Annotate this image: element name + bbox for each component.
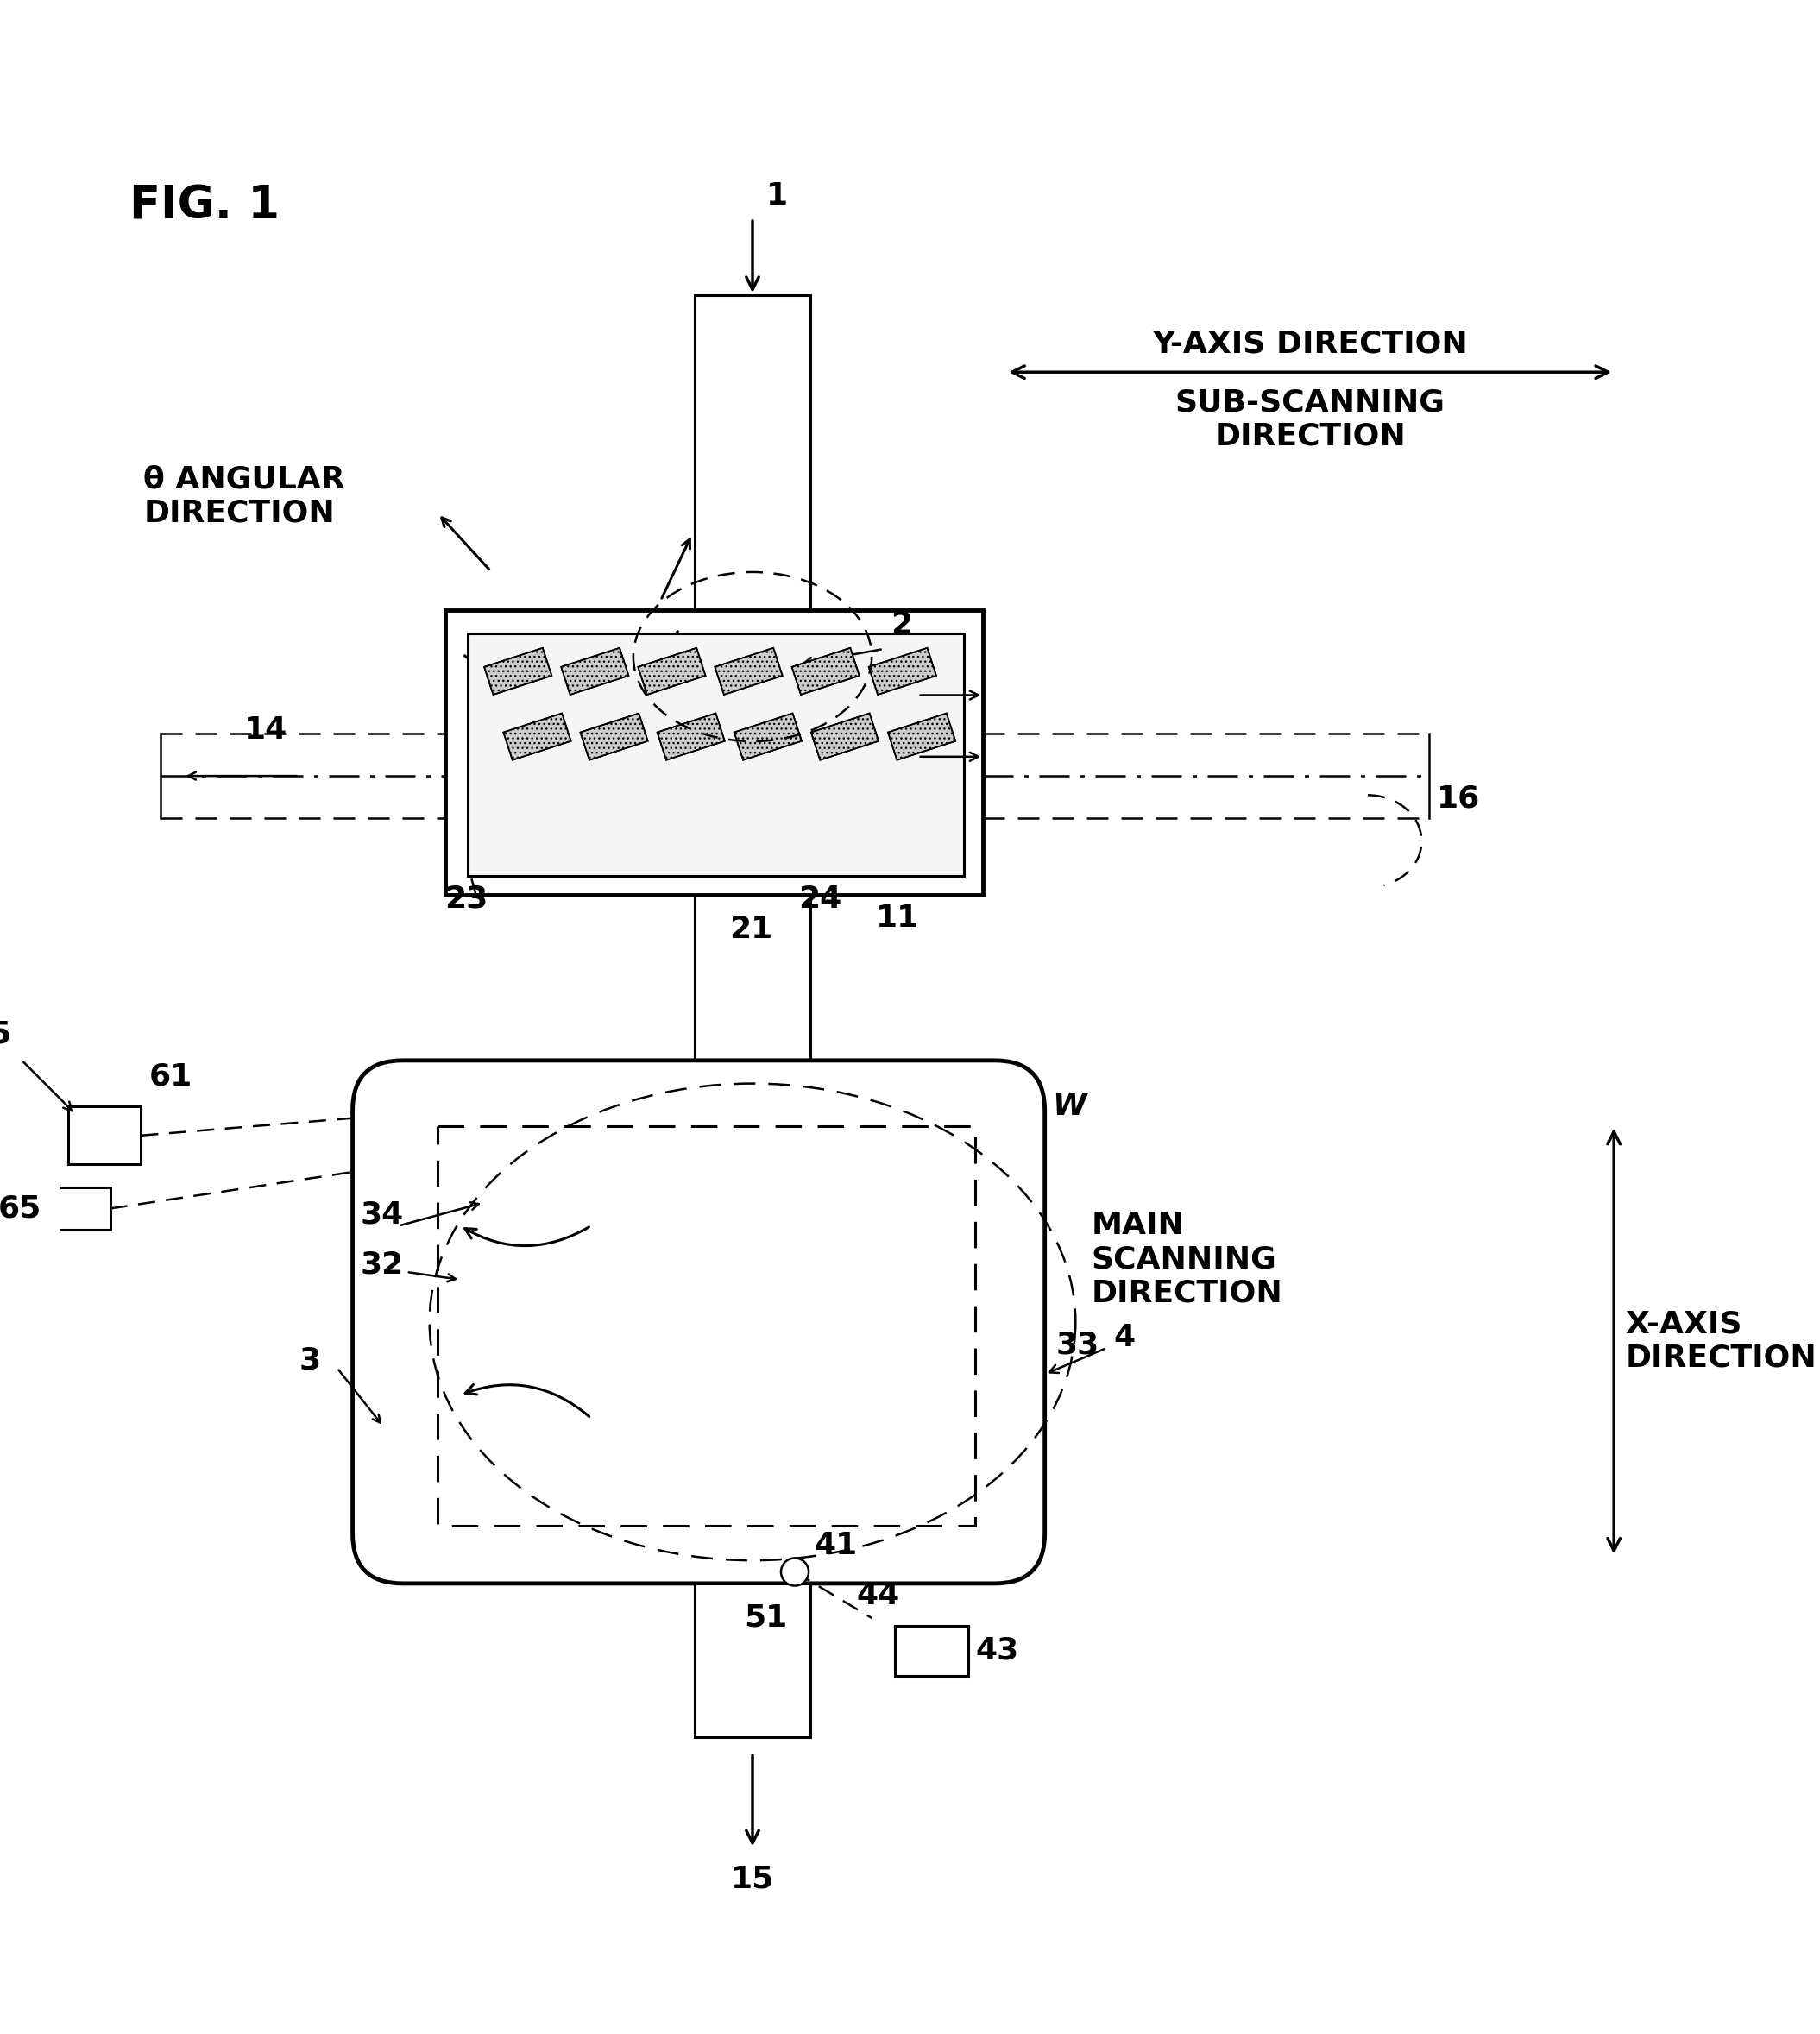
Text: θ ANGULAR
DIRECTION: θ ANGULAR DIRECTION xyxy=(144,464,346,527)
Text: 61: 61 xyxy=(149,1062,193,1090)
Text: 15: 15 xyxy=(732,1863,774,1894)
Bar xyxy=(812,714,879,761)
Bar xyxy=(468,635,965,877)
Text: 44: 44 xyxy=(857,1580,899,1611)
Text: 13: 13 xyxy=(921,659,965,687)
Text: 14: 14 xyxy=(244,716,288,744)
Bar xyxy=(437,1127,976,1526)
Text: MAIN
SCANNING
DIRECTION: MAIN SCANNING DIRECTION xyxy=(1090,1210,1283,1308)
Bar xyxy=(639,649,706,696)
Bar xyxy=(733,714,801,761)
Bar xyxy=(444,610,983,895)
Circle shape xyxy=(781,1558,808,1587)
Bar xyxy=(792,649,859,696)
Text: 51: 51 xyxy=(744,1603,786,1631)
Text: SUB-SCANNING
DIRECTION: SUB-SCANNING DIRECTION xyxy=(1176,388,1445,452)
Bar xyxy=(581,714,648,761)
Text: 33: 33 xyxy=(1056,1330,1099,1359)
Text: 41: 41 xyxy=(814,1532,857,1560)
Bar xyxy=(868,649,935,696)
Bar xyxy=(715,649,783,696)
Bar xyxy=(484,649,551,696)
Bar xyxy=(504,714,571,761)
Bar xyxy=(504,714,571,761)
Bar xyxy=(581,714,648,761)
FancyBboxPatch shape xyxy=(353,1060,1045,1582)
Bar xyxy=(715,649,783,696)
Bar xyxy=(484,649,551,696)
Text: 24: 24 xyxy=(799,885,843,913)
Text: 21: 21 xyxy=(730,915,774,944)
Text: 2: 2 xyxy=(892,610,912,641)
Text: Y-AXIS DIRECTION: Y-AXIS DIRECTION xyxy=(1152,330,1469,358)
Bar xyxy=(695,295,810,618)
Bar xyxy=(888,714,956,761)
Bar xyxy=(657,714,724,761)
Text: 23: 23 xyxy=(444,885,488,913)
Bar xyxy=(639,649,706,696)
Text: 65: 65 xyxy=(0,1194,42,1222)
Text: 34: 34 xyxy=(360,1200,404,1229)
Bar xyxy=(695,895,810,1060)
Text: FIG. 1: FIG. 1 xyxy=(129,183,280,228)
Bar xyxy=(695,1582,810,1737)
Text: 5: 5 xyxy=(0,1019,11,1050)
Bar xyxy=(733,714,801,761)
Text: 32: 32 xyxy=(360,1249,404,1279)
Bar xyxy=(895,1625,968,1676)
Text: 1: 1 xyxy=(766,181,788,212)
Text: W: W xyxy=(1052,1092,1087,1121)
Text: 11: 11 xyxy=(875,903,919,934)
Bar xyxy=(812,714,879,761)
Bar xyxy=(53,1188,111,1231)
Text: X-AXIS
DIRECTION: X-AXIS DIRECTION xyxy=(1625,1310,1816,1373)
Bar xyxy=(657,714,724,761)
Bar xyxy=(561,649,628,696)
Bar xyxy=(888,714,956,761)
Bar xyxy=(792,649,859,696)
Text: 16: 16 xyxy=(1438,785,1480,814)
Bar xyxy=(67,1106,142,1163)
Text: 43: 43 xyxy=(976,1635,1019,1666)
Text: 4: 4 xyxy=(1114,1322,1136,1353)
Bar xyxy=(561,649,628,696)
Bar xyxy=(868,649,935,696)
Text: 12: 12 xyxy=(921,738,965,767)
Text: 3: 3 xyxy=(298,1347,320,1375)
